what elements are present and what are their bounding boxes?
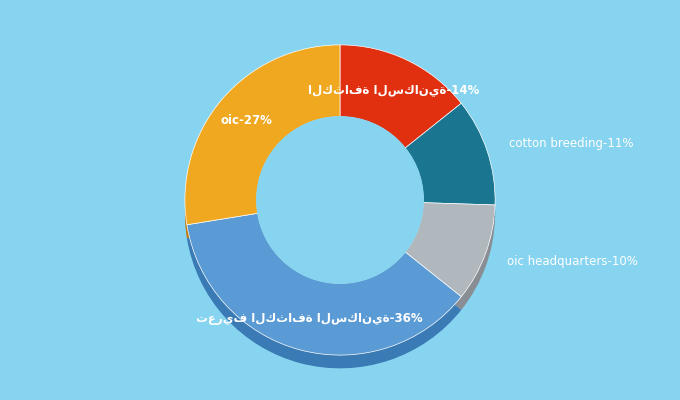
Text: الكثافة السكانية-14%: الكثافة السكانية-14% — [307, 83, 479, 96]
Wedge shape — [340, 58, 461, 161]
Wedge shape — [340, 45, 461, 148]
Wedge shape — [185, 45, 340, 225]
Circle shape — [257, 130, 423, 296]
Text: oic-27%: oic-27% — [220, 114, 272, 127]
Circle shape — [253, 120, 427, 294]
Circle shape — [257, 117, 423, 283]
Text: تعريف الكثافة السكانية-36%: تعريف الكثافة السكانية-36% — [196, 312, 422, 326]
Wedge shape — [405, 103, 495, 205]
Text: cotton breeding-11%: cotton breeding-11% — [509, 138, 633, 150]
Wedge shape — [187, 226, 461, 368]
Wedge shape — [185, 58, 340, 238]
Wedge shape — [405, 216, 495, 310]
Text: oic headquarters-10%: oic headquarters-10% — [507, 255, 638, 268]
Wedge shape — [187, 213, 461, 355]
Wedge shape — [405, 116, 495, 218]
Wedge shape — [405, 203, 495, 297]
